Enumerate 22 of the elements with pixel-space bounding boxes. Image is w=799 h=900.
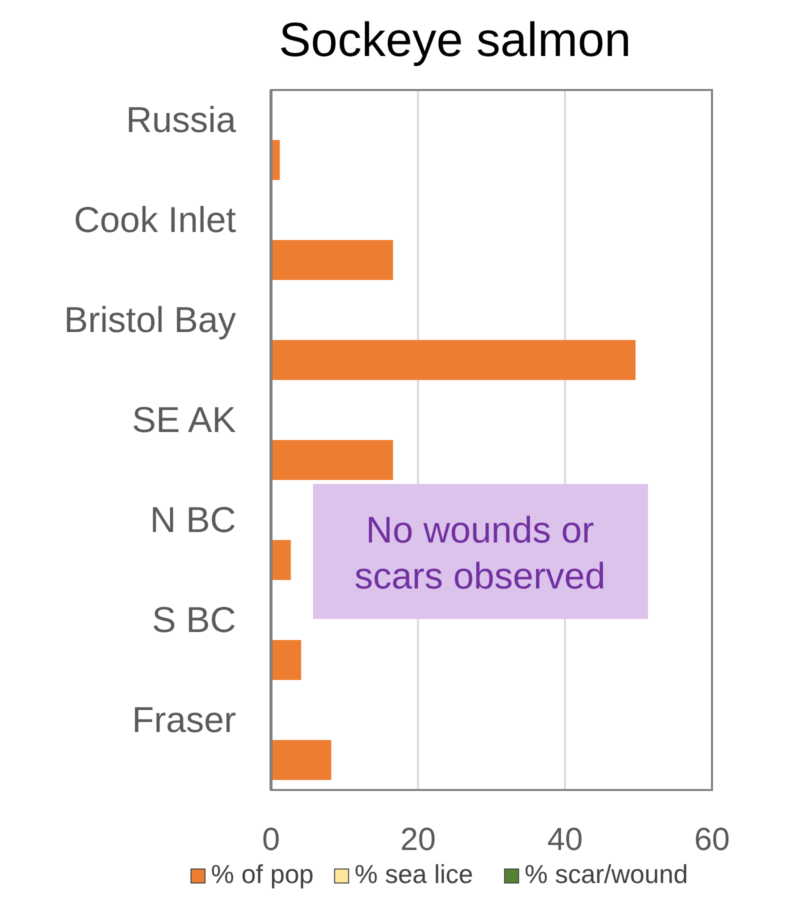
bar	[271, 440, 394, 480]
x-tick-label: 60	[694, 821, 730, 857]
legend-label: % sea lice	[354, 859, 474, 889]
bar	[271, 740, 332, 780]
legend-label: % of pop	[211, 859, 314, 889]
bar	[271, 540, 291, 580]
bar	[271, 640, 302, 680]
legend-label: % scar/wound	[524, 859, 688, 889]
chart-title: Sockeye salmon	[278, 14, 632, 67]
bar	[271, 340, 636, 380]
y-tick-label: N BC	[150, 499, 236, 540]
bar	[271, 240, 394, 280]
x-tick-label: 40	[547, 821, 583, 857]
y-tick-label: Bristol Bay	[64, 299, 236, 340]
y-tick-label: S BC	[152, 599, 236, 640]
y-tick-label: Russia	[126, 99, 237, 140]
annotation: No wounds or scars observed	[354, 510, 606, 596]
x-tick-label: 0	[262, 821, 280, 857]
x-tick-label: 20	[400, 821, 436, 857]
y-tick-label: Fraser	[132, 699, 236, 740]
y-tick-label: SE AK	[132, 399, 236, 440]
y-tick-label: Cook Inlet	[74, 199, 236, 240]
